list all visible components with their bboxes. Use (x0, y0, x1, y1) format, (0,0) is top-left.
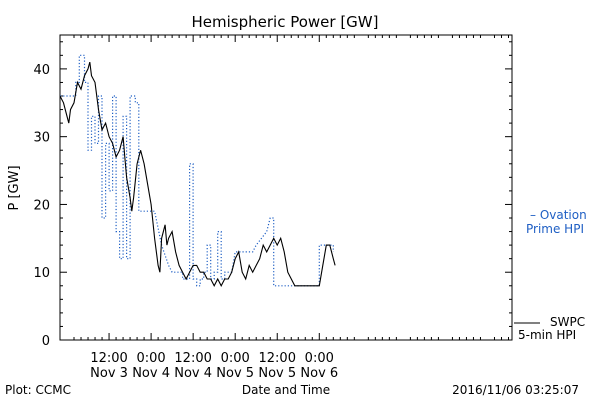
legend-swpc-line2: 5-min HPI (518, 328, 576, 342)
y-tick-label: 20 (33, 198, 50, 213)
y-axis-label: P [GW] (7, 165, 22, 210)
legend-ovation-line1: – Ovation (530, 208, 587, 222)
x-tick-label-date: Nov 4 (132, 366, 170, 381)
y-tick-label: 40 (33, 63, 50, 78)
chart-title: Hemispheric Power [GW] (192, 13, 379, 31)
plot-frame (59, 34, 513, 341)
footer-x-axis-title: Date and Time (242, 383, 330, 397)
x-tick-label-time: 12:00 (174, 351, 211, 366)
legend-ovation-line2: Prime HPI (526, 222, 584, 236)
x-tick-label-time: 12:00 (259, 351, 296, 366)
legend-ovation: – Ovation Prime HPI (526, 208, 587, 236)
x-tick-label-date: Nov 4 (174, 366, 212, 381)
series-layer (59, 54, 336, 288)
x-tick-label-date: Nov 6 (300, 366, 338, 381)
y-tick-label: 30 (33, 131, 50, 146)
y-axis: 0 10 20 30 40 (33, 41, 512, 349)
x-tick-label-time: 0:00 (136, 351, 165, 366)
y-tick-label: 10 (33, 266, 50, 281)
footer-timestamp: 2016/11/06 03:25:07 (452, 383, 579, 397)
x-tick-label-time: 0:00 (305, 351, 334, 366)
x-tick-label-time: 0:00 (221, 351, 250, 366)
series-line-ovation-prime (60, 54, 334, 287)
footer-plot-credit: Plot: CCMC (5, 383, 71, 397)
x-tick-label-date: Nov 5 (258, 366, 296, 381)
series-line-swpc (59, 61, 336, 288)
x-tick-label-time: 12:00 (90, 351, 127, 366)
x-tick-label-date: Nov 3 (90, 366, 128, 381)
legend-swpc-line1: SWPC (550, 315, 585, 329)
x-tick-label-date: Nov 5 (216, 366, 254, 381)
legend-swpc: SWPC 5-min HPI (514, 315, 585, 342)
y-tick-label: 0 (42, 334, 50, 349)
